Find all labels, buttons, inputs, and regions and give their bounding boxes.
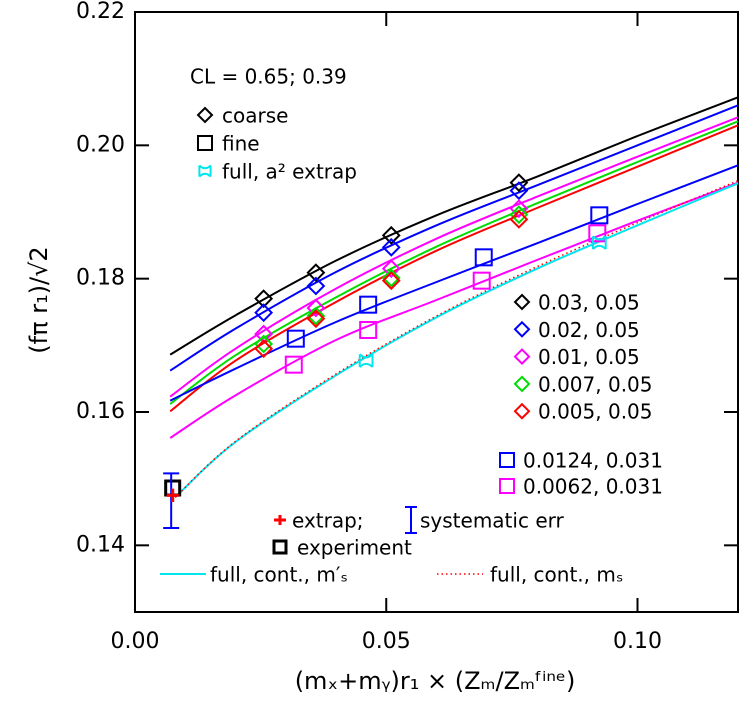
marker-diamond — [306, 306, 326, 326]
fit-curve — [169, 104, 739, 372]
marker-diamond — [509, 199, 529, 219]
marker-diamond — [381, 237, 401, 257]
legend-label: 0.007, 0.05 — [538, 372, 653, 396]
marker-diamond — [509, 209, 529, 229]
y-axis-label: (fπ r₁)/√2 — [25, 246, 53, 353]
marker-square — [359, 321, 378, 339]
marker-star — [358, 353, 374, 368]
legend-label: 0.02, 0.05 — [538, 318, 640, 342]
y-tick-label: 0.20 — [76, 132, 125, 157]
marker-star — [591, 235, 607, 250]
y-tick-label: 0.18 — [76, 266, 125, 291]
marker-diamond — [306, 276, 326, 296]
legend-label: 0.0062, 0.031 — [523, 475, 663, 499]
legend-label: extrap; — [292, 509, 364, 533]
legend-label: full, cont., m′ₛ — [210, 563, 348, 587]
legend-marker — [499, 452, 515, 468]
legend-label: 0.01, 0.05 — [538, 345, 640, 369]
marker-diamond — [381, 271, 401, 291]
marker-star — [198, 164, 212, 178]
annotation: CL = 0.65; 0.39 — [190, 65, 347, 89]
marker-diamond — [254, 334, 274, 354]
fit-curve — [169, 116, 739, 398]
marker-square — [272, 539, 288, 555]
marker-square — [359, 295, 378, 314]
legend-marker — [513, 402, 531, 420]
marker-square — [474, 248, 493, 267]
marker-diamond — [381, 225, 401, 245]
legend-label: full, a² extrap — [222, 160, 357, 184]
legend-label: full, cont., mₛ — [490, 563, 623, 587]
marker-diamond — [509, 205, 529, 225]
legend-marker — [513, 293, 531, 311]
fit-curve — [169, 164, 739, 402]
y-tick-label: 0.22 — [76, 0, 125, 24]
marker-diamond — [254, 339, 274, 359]
legend-label: fine — [222, 132, 260, 156]
marker-diamond — [254, 289, 274, 309]
fit-curve — [169, 120, 739, 405]
marker-square — [590, 206, 609, 225]
extrap-point — [166, 488, 179, 502]
x-axis-label: (mₓ+mᵧ)r₁ × (Zₘ/Zₘᶠⁱⁿᵉ) — [295, 667, 576, 695]
marker-diamond — [306, 309, 326, 329]
marker-diamond — [306, 298, 326, 318]
x-tick-label: 0.00 — [111, 629, 160, 654]
legend-label: 0.005, 0.05 — [538, 400, 653, 424]
fit-curve — [169, 124, 739, 413]
systematic-error-bar — [163, 472, 180, 529]
marker-square — [472, 271, 491, 290]
legend-marker — [196, 106, 214, 124]
marker-square — [284, 355, 303, 374]
y-tick-label: 0.16 — [76, 399, 125, 424]
legend-marker — [274, 515, 286, 525]
marker-diamond — [254, 303, 274, 323]
legend-label: systematic err — [420, 509, 564, 533]
marker-square — [588, 224, 607, 243]
fit-curve — [169, 181, 739, 439]
continuum-curve — [174, 179, 739, 498]
legend-marker — [513, 375, 531, 393]
legend-label: coarse — [222, 104, 288, 128]
marker-diamond — [509, 173, 529, 193]
legend-marker — [513, 320, 531, 338]
marker-diamond — [381, 268, 401, 288]
x-tick-label: 0.05 — [362, 629, 411, 654]
marker-diamond — [509, 181, 529, 201]
legend-marker — [513, 348, 531, 366]
legend-label: 0.0124, 0.031 — [523, 449, 663, 473]
legend-marker — [197, 135, 213, 151]
marker-diamond — [306, 263, 326, 283]
legend-marker — [499, 478, 515, 494]
y-tick-label: 0.14 — [76, 532, 125, 557]
fit-curve — [169, 96, 739, 356]
legend-label: experiment — [297, 536, 412, 560]
marker-square — [286, 329, 305, 348]
marker-diamond — [381, 259, 401, 279]
plot-frame — [134, 11, 739, 613]
legend-marker — [405, 506, 417, 534]
legend-label: 0.03, 0.05 — [538, 291, 640, 315]
x-tick-label: 0.10 — [613, 629, 662, 654]
